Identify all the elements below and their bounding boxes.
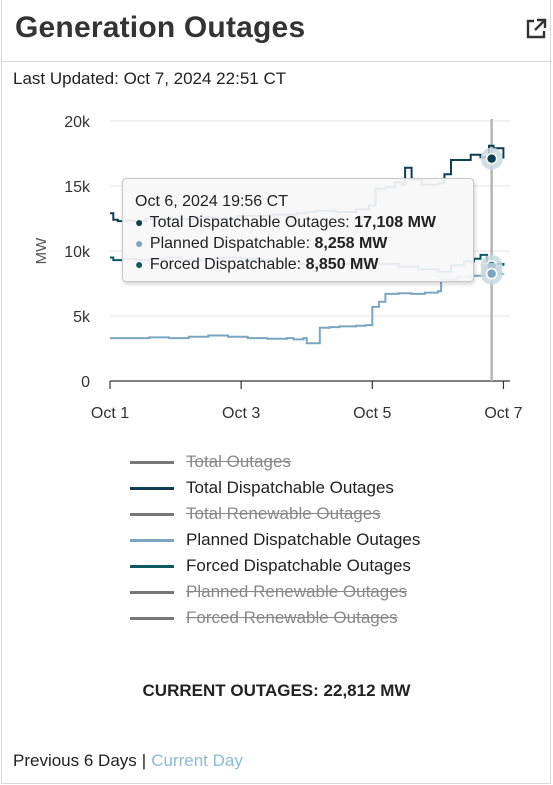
y-tick-label: 5k [73, 309, 91, 326]
last-updated: Last Updated: Oct 7, 2024 22:51 CT [13, 69, 287, 88]
previous-days-label: Previous 6 Days [13, 751, 137, 770]
y-tick-label: 20k [64, 114, 91, 131]
card-header: Generation Outages [2, 0, 552, 62]
legend-swatch [130, 590, 174, 594]
tooltip-value: 8,850 MW [305, 256, 379, 273]
tooltip-label: Forced Dispatchable: [149, 256, 302, 273]
external-link-icon[interactable] [524, 17, 548, 41]
y-tick-label: 15k [64, 179, 91, 196]
legend-label: Planned Dispatchable Outages [186, 530, 421, 549]
current-outages-total: CURRENT OUTAGES: 22,812 MW [142, 681, 411, 700]
hover-marker [485, 152, 498, 165]
tooltip-row-total: ● Total Dispatchable Outages: 17,108 MW [135, 212, 473, 233]
legend-swatch [130, 538, 174, 542]
legend-item-planned-renewable[interactable]: Planned Renewable Outages [130, 579, 420, 605]
tooltip-value: 17,108 MW [354, 214, 437, 231]
tooltip-label: Total Dispatchable Outages: [149, 214, 350, 231]
day-range-switcher: Previous 6 Days | Current Day [13, 751, 243, 771]
legend-swatch [130, 564, 174, 568]
legend-label: Total Dispatchable Outages [186, 478, 394, 497]
legend-swatch [130, 512, 174, 516]
legend-item-total-renewable[interactable]: Total Renewable Outages [130, 501, 420, 527]
separator: | [141, 751, 147, 770]
x-tick-label: Oct 7 [484, 405, 522, 422]
legend-item-forced-dispatchable[interactable]: Forced Dispatchable Outages [130, 553, 420, 579]
page-title: Generation Outages [15, 11, 306, 44]
dot-icon: ● [135, 235, 144, 251]
chart-tooltip: Oct 6, 2024 19:56 CT ● Total Dispatchabl… [122, 178, 474, 282]
series-line [110, 272, 505, 345]
legend-label: Total Renewable Outages [186, 504, 381, 523]
hover-marker [485, 267, 498, 280]
dot-icon: ● [135, 256, 144, 272]
legend-label: Forced Renewable Outages [186, 608, 398, 627]
current-day-link[interactable]: Current Day [151, 751, 243, 770]
tooltip-label: Planned Dispatchable: [149, 235, 311, 252]
legend-item-forced-renewable[interactable]: Forced Renewable Outages [130, 605, 420, 631]
chart-legend: Total Outages Total Dispatchable Outages… [130, 449, 420, 631]
x-tick-label: Oct 3 [222, 405, 260, 422]
tooltip-date: Oct 6, 2024 19:56 CT [135, 193, 288, 210]
dot-icon: ● [135, 214, 144, 230]
tooltip-row-planned: ● Planned Dispatchable: 8,258 MW [135, 233, 473, 254]
legend-label: Planned Renewable Outages [186, 582, 408, 601]
legend-swatch [130, 460, 174, 464]
legend-item-total-dispatchable[interactable]: Total Dispatchable Outages [130, 475, 420, 501]
legend-swatch [130, 486, 174, 490]
y-axis-label: MW [33, 237, 50, 264]
tooltip-row-forced: ● Forced Dispatchable: 8,850 MW [135, 254, 473, 275]
x-tick-label: Oct 5 [353, 405, 391, 422]
y-tick-label: 0 [81, 374, 90, 391]
legend-item-total-outages[interactable]: Total Outages [130, 449, 420, 475]
tooltip-value: 8,258 MW [314, 235, 388, 252]
y-tick-label: 10k [64, 244, 91, 261]
legend-label: Total Outages [186, 452, 291, 471]
legend-swatch [130, 616, 174, 620]
legend-item-planned-dispatchable[interactable]: Planned Dispatchable Outages [130, 527, 420, 553]
x-tick-label: Oct 1 [91, 405, 129, 422]
legend-label: Forced Dispatchable Outages [186, 556, 411, 575]
